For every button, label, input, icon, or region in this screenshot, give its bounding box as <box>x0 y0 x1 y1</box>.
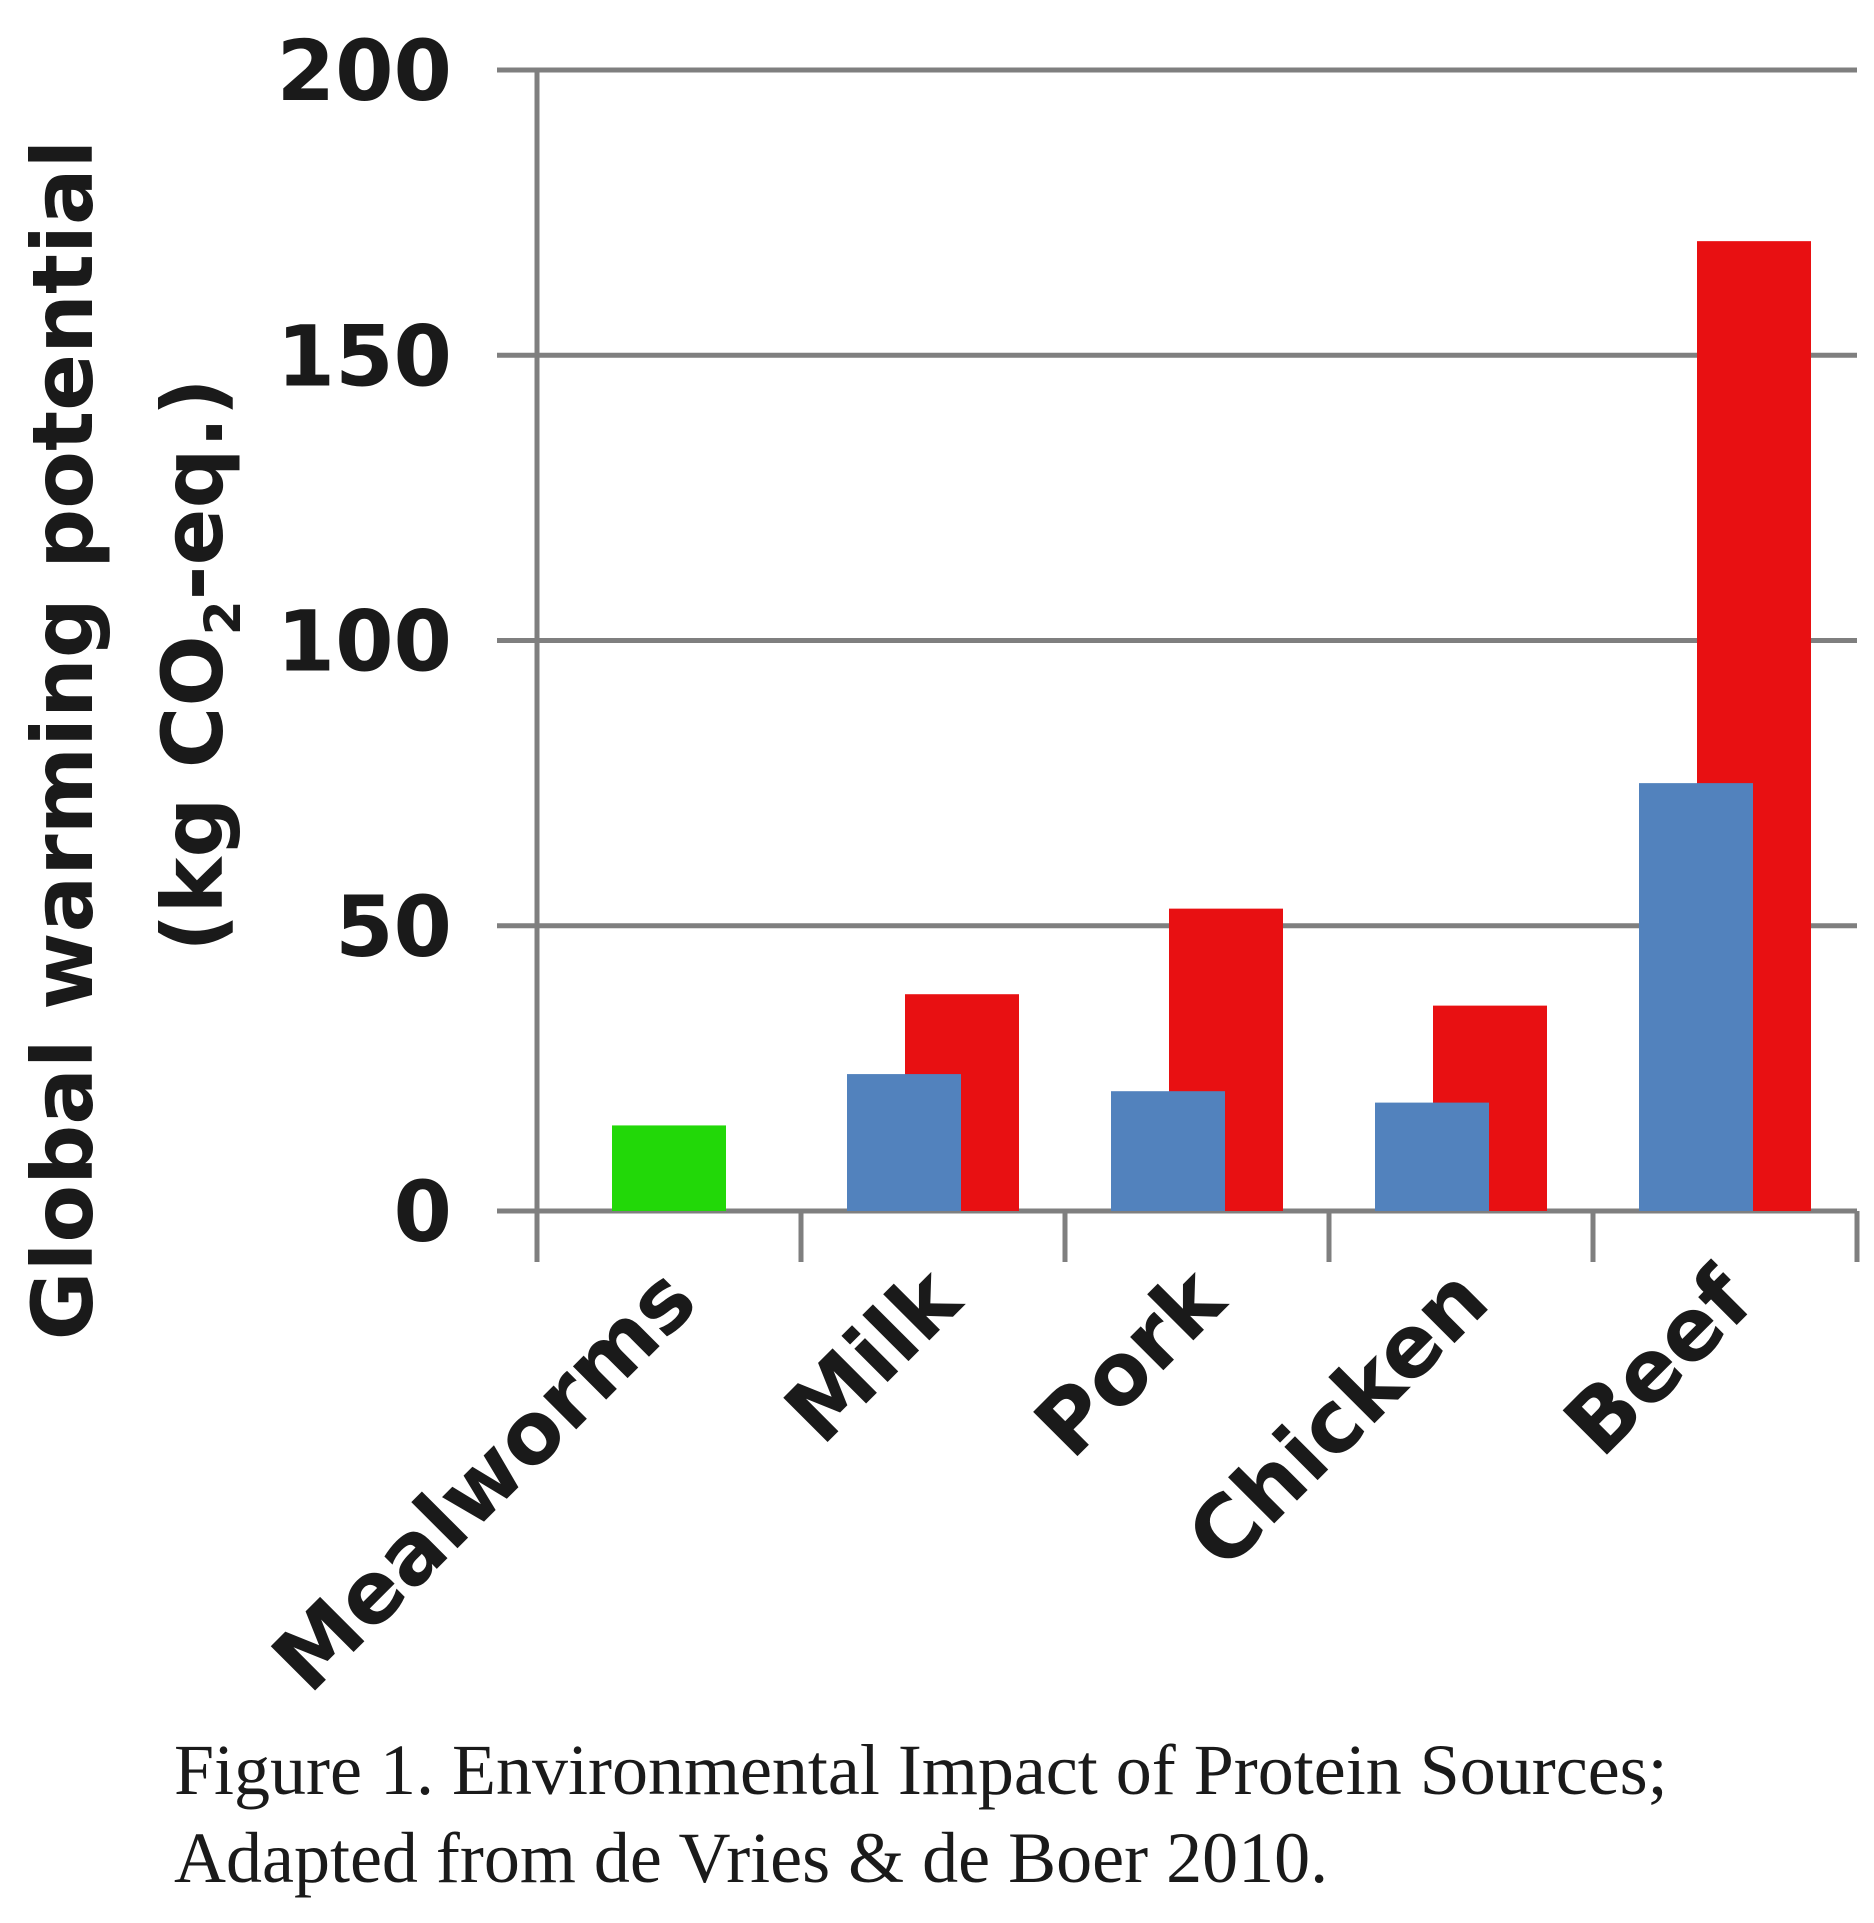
y-axis-title-subscript: 2 <box>194 600 252 635</box>
axes <box>534 70 1860 1262</box>
bar-beef-low-estimate <box>1639 783 1753 1211</box>
y-tick-label-50: 50 <box>335 878 452 976</box>
caption-line-2: Adapted from de Vries & de Boer 2010. <box>174 1818 1329 1898</box>
bar-mealworms-mealworms <box>612 1125 726 1211</box>
y-tick-label-100: 100 <box>277 593 452 691</box>
bar-milk-low-estimate <box>847 1074 961 1211</box>
x-tick-label-milk: Milk <box>766 1248 981 1463</box>
figure-caption: Figure 1. Environmental Impact of Protei… <box>174 1726 1668 1902</box>
x-tick-label-beef: Beef <box>1546 1248 1773 1475</box>
y-axis-title-prefix: (kg CO <box>144 635 242 952</box>
y-tick-label-150: 150 <box>277 307 452 405</box>
bar-pork-low-estimate <box>1111 1091 1225 1211</box>
gridlines <box>497 67 1857 1214</box>
x-tick-label-pork: Pork <box>1016 1248 1245 1477</box>
bars <box>612 241 1811 1211</box>
x-tick-label-mealworms: Mealworms <box>254 1249 716 1711</box>
caption-line-1: Figure 1. Environmental Impact of Protei… <box>174 1730 1668 1810</box>
y-axis-title-line1: Global warming potential <box>14 140 112 1341</box>
bar-chicken-low-estimate <box>1375 1102 1489 1211</box>
y-axis-title-line2: (kg CO2-eq.) <box>144 378 252 952</box>
y-axis-title: Global warming potential (kg CO2-eq.) <box>14 140 252 1341</box>
y-tick-label-0: 0 <box>394 1163 452 1261</box>
y-axis-title-suffix: -eq.) <box>144 378 242 600</box>
y-tick-labels: 0 50 100 150 200 <box>277 22 452 1261</box>
y-tick-label-200: 200 <box>277 22 452 120</box>
